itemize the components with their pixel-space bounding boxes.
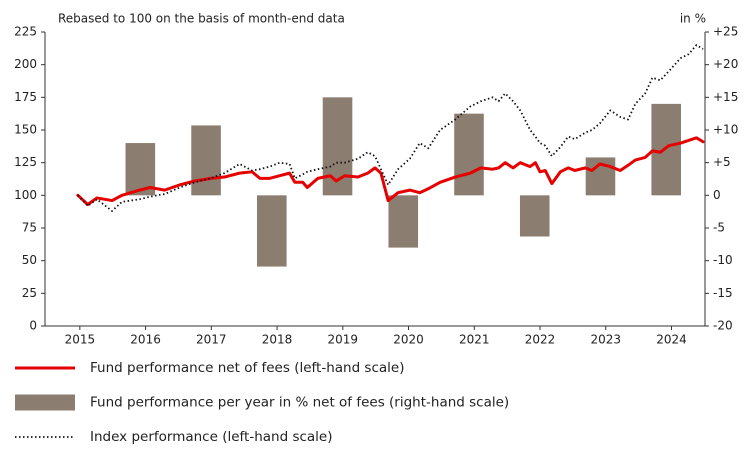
line [76, 136, 705, 206]
bar [651, 103, 682, 196]
y-tick-label: 175 [14, 90, 37, 104]
legend-label: Fund performance per year in % net of fe… [90, 395, 509, 411]
x-tick-label: 2020 [393, 333, 424, 347]
y-tick-label: 25 [22, 286, 37, 300]
y2-tick-label: 0 [713, 188, 721, 202]
y2-tick-label: -15 [713, 286, 733, 300]
y2-tick-label: -5 [713, 221, 725, 235]
y-tick-label: 125 [14, 155, 37, 169]
y-tick-label: 150 [14, 123, 37, 137]
y-tick-label: 0 [29, 319, 37, 333]
y-tick-label: 200 [14, 57, 37, 71]
y-tick-label: 50 [22, 253, 37, 267]
x-tick-label: 2024 [656, 333, 687, 347]
x-tick-label: 2019 [328, 333, 359, 347]
y2-tick-label: -10 [713, 253, 733, 267]
y2-unit: in % [680, 12, 706, 26]
x-tick-label: 2018 [262, 333, 293, 347]
legend: Fund performance net of fees (left-hand … [15, 360, 509, 445]
y2-tick-label: +5 [713, 155, 731, 169]
y2-tick-label: -20 [713, 319, 733, 333]
y2-tick-label: +15 [713, 90, 738, 104]
legend-swatch [15, 394, 75, 411]
x-tick-label: 2016 [130, 333, 161, 347]
y-tick-label: 100 [14, 188, 37, 202]
legend-label: Index performance (left-hand scale) [90, 429, 333, 445]
x-tick-label: 2021 [459, 333, 490, 347]
y2-tick-label: +25 [713, 25, 738, 39]
legend-label: Fund performance net of fees (left-hand … [90, 360, 405, 376]
y-tick-label: 225 [14, 25, 37, 39]
bar [388, 195, 419, 248]
y-tick-label: 75 [22, 221, 37, 235]
chart-subtitle: Rebased to 100 on the basis of month-end… [58, 12, 345, 26]
x-tick-label: 2023 [590, 333, 621, 347]
x-tick-label: 2022 [525, 333, 556, 347]
bar [454, 113, 484, 196]
bar [257, 195, 287, 267]
y2-tick-label: +10 [713, 123, 738, 137]
x-tick-label: 2015 [65, 333, 96, 347]
bar [191, 125, 221, 196]
bar [519, 195, 550, 237]
y2-tick-label: +20 [713, 57, 738, 71]
x-tick-label: 2017 [196, 333, 227, 347]
